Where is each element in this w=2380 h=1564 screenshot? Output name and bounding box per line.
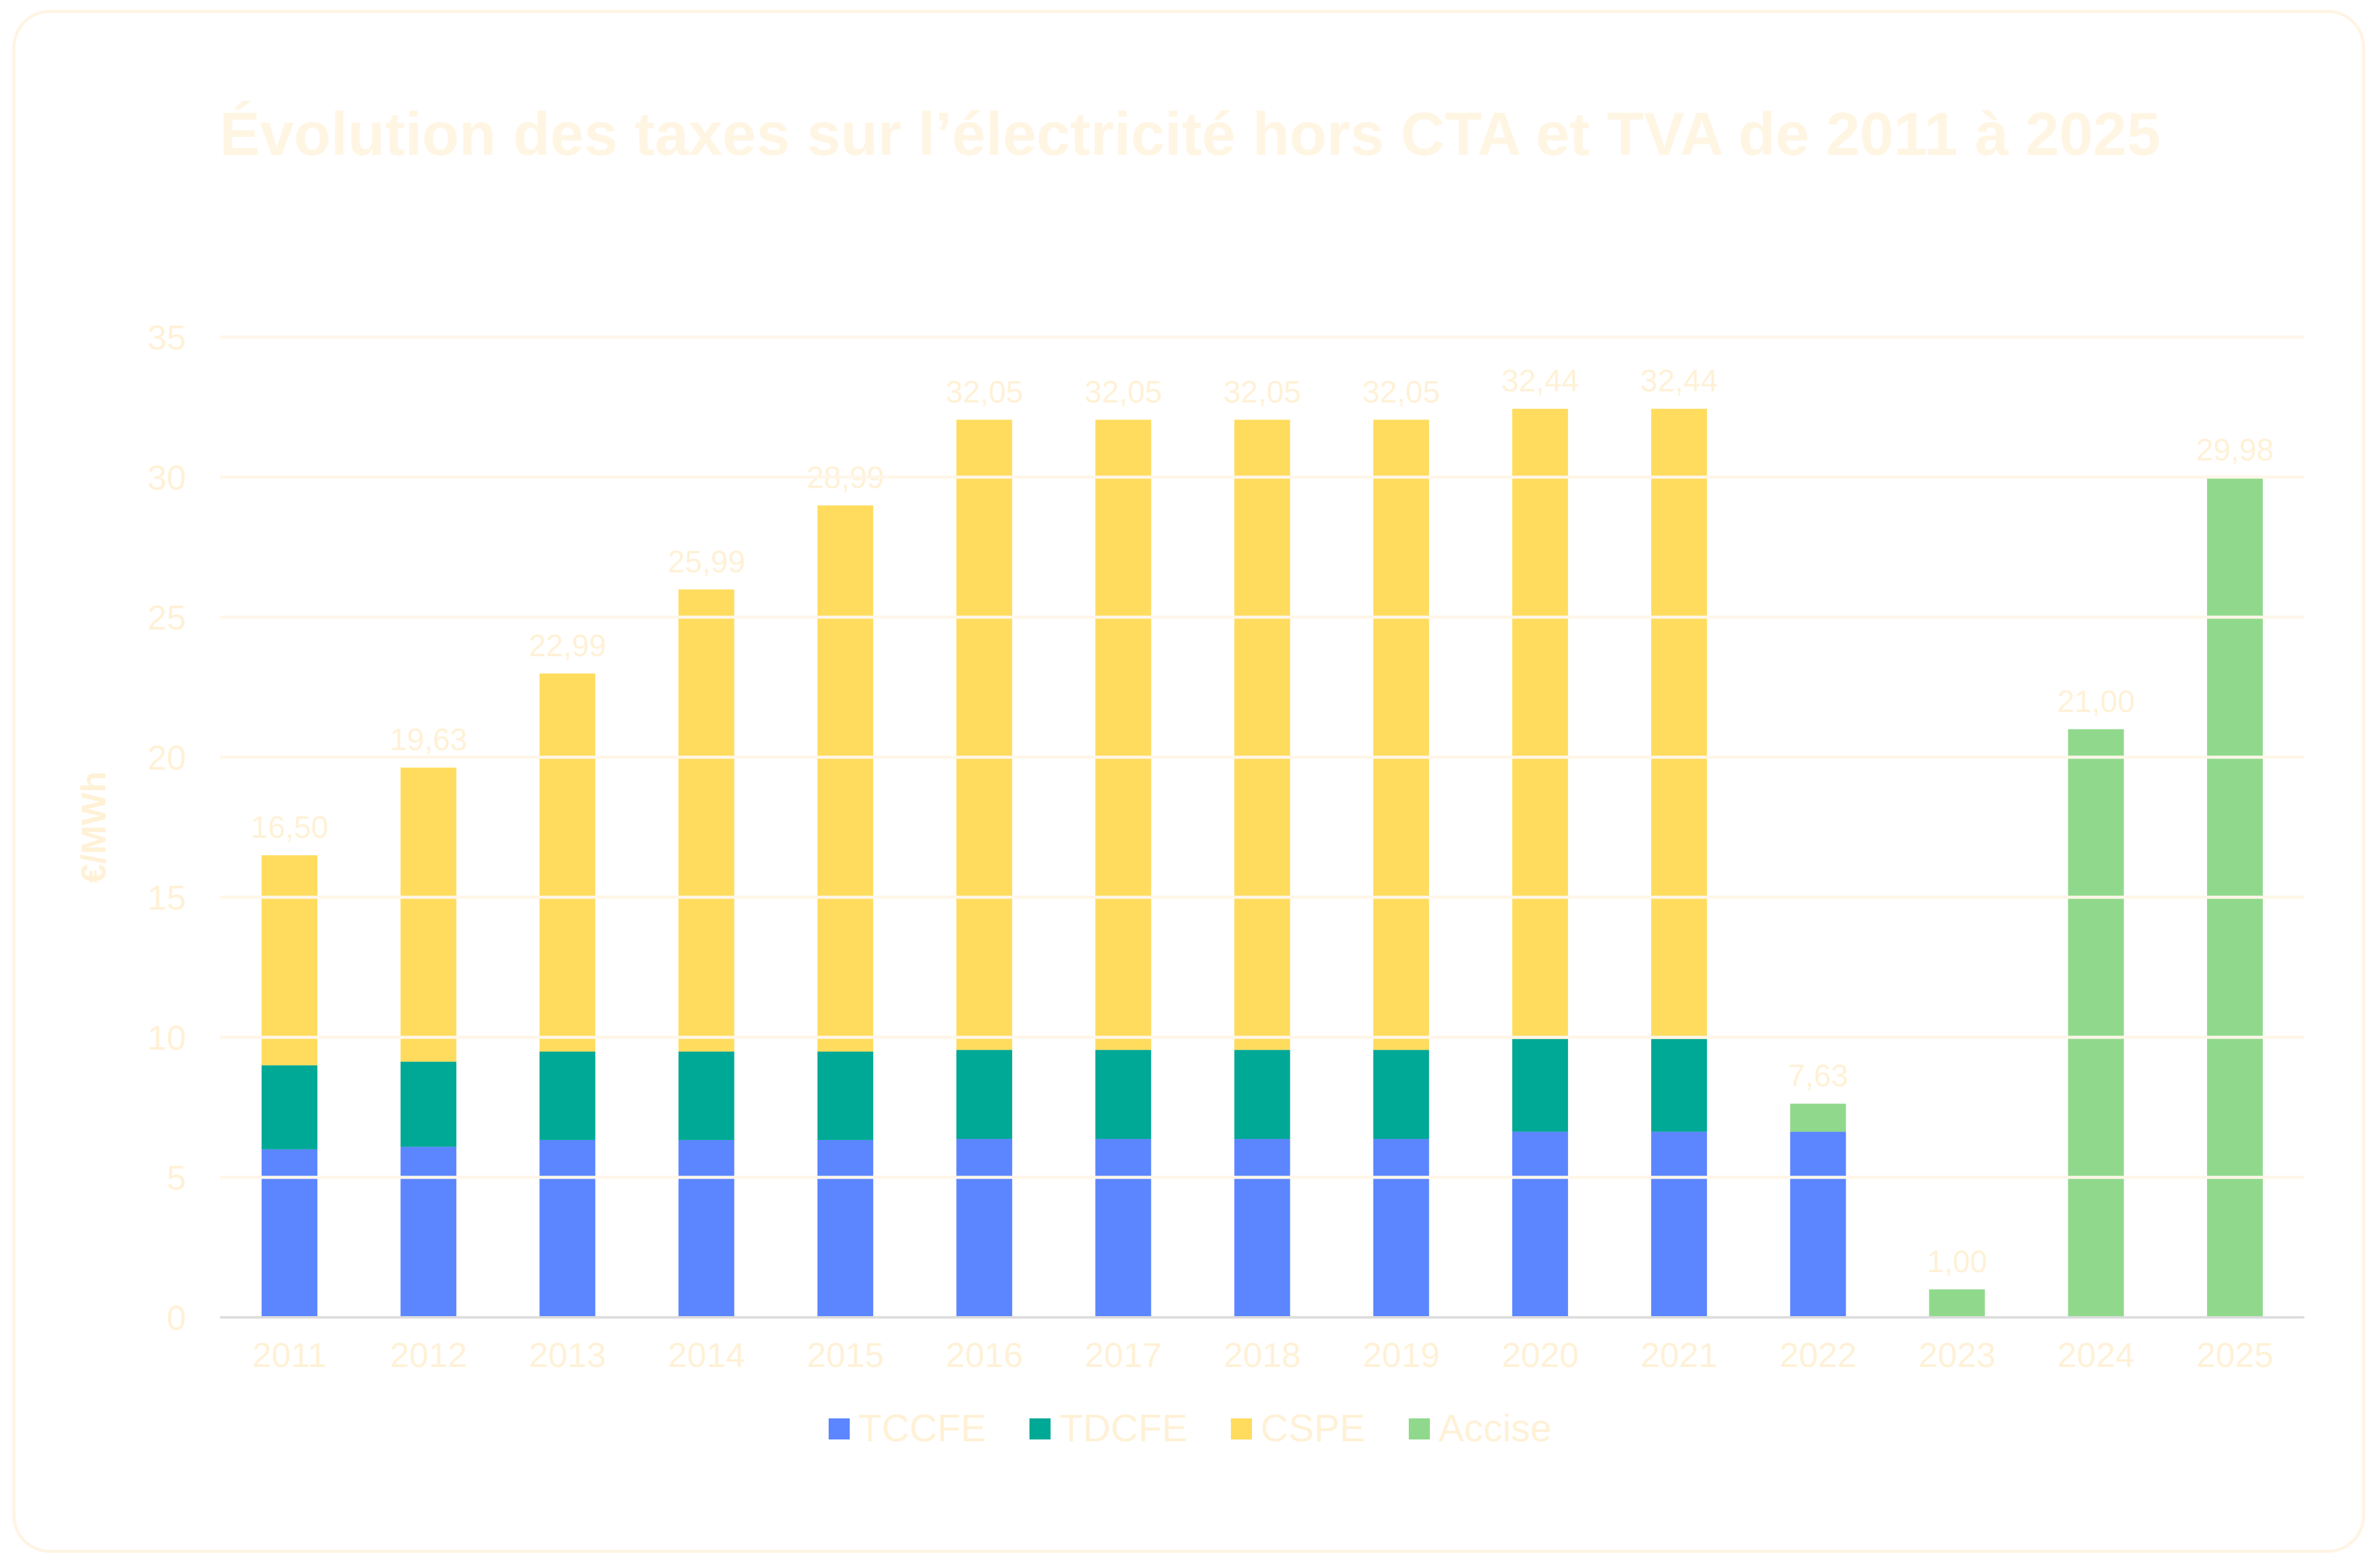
data-label: 1,00 [1927, 1244, 1987, 1279]
bar-segment-tdcfe [1095, 1050, 1152, 1140]
bar-segment-accise [2068, 729, 2124, 1317]
chart-card [12, 10, 2365, 1553]
x-tick-label: 2024 [2057, 1335, 2135, 1374]
data-label: 32,05 [1362, 374, 1440, 409]
x-tick-label: 2025 [2197, 1335, 2274, 1374]
x-tick-label: 2015 [807, 1335, 884, 1374]
bar-segment-tdcfe [817, 1052, 873, 1140]
legend-item-tdcfe: TDCFE [1029, 1407, 1188, 1451]
legend-item-cspe: CSPE [1230, 1407, 1365, 1451]
legend-label: TDCFE [1059, 1407, 1188, 1450]
data-label: 32,05 [1223, 374, 1301, 409]
x-tick-label: 2011 [252, 1335, 327, 1374]
data-label: 21,00 [2057, 684, 2135, 719]
data-label: 29,98 [2196, 433, 2273, 467]
bar-segment-tccfe [1790, 1131, 1846, 1317]
x-tick-label: 2021 [1641, 1335, 1718, 1374]
bar-segment-tdcfe [678, 1052, 734, 1140]
y-tick-label: 35 [148, 318, 186, 357]
data-label: 19,63 [390, 723, 467, 757]
y-tick-label: 5 [167, 1158, 186, 1197]
bar-segment-accise [1929, 1289, 1985, 1317]
bar-segment-accise [1790, 1104, 1846, 1132]
data-label: 32,05 [946, 374, 1023, 409]
legend-item-tccfe: TCCFE [828, 1407, 987, 1451]
x-tick-label: 2016 [946, 1335, 1023, 1374]
bar-segment-cspe [400, 767, 457, 1062]
bar-segment-tdcfe [1234, 1050, 1290, 1140]
bar-segment-tccfe [1512, 1131, 1568, 1317]
legend-swatch [1230, 1418, 1252, 1439]
bar-segment-tdcfe [956, 1050, 1013, 1140]
bar-segment-tccfe [956, 1139, 1013, 1317]
y-tick-label: 20 [148, 738, 186, 777]
x-tick-label: 2012 [390, 1335, 467, 1374]
data-label: 32,05 [1085, 374, 1162, 409]
bar-segment-tdcfe [539, 1052, 596, 1140]
x-tick-label: 2023 [1918, 1335, 1996, 1374]
bar-segment-tccfe [262, 1149, 318, 1317]
x-tick-label: 2019 [1362, 1335, 1440, 1374]
legend-label: TCCFE [858, 1407, 987, 1450]
bar-segment-tccfe [678, 1140, 734, 1317]
bar-segment-tccfe [817, 1140, 873, 1317]
bar-segment-tdcfe [1373, 1050, 1429, 1140]
bar-segment-cspe [956, 420, 1013, 1050]
y-tick-label: 30 [148, 458, 186, 497]
data-label: 25,99 [668, 544, 745, 579]
y-axis-label: €/MWh [74, 771, 113, 883]
data-label: 7,63 [1788, 1058, 1848, 1093]
bar-segment-tccfe [400, 1146, 457, 1317]
bar-segment-tccfe [539, 1140, 596, 1317]
y-tick-label: 10 [148, 1018, 186, 1057]
y-tick-label: 25 [148, 598, 186, 637]
bar-segment-cspe [1095, 420, 1152, 1050]
bar-segment-tccfe [1234, 1139, 1290, 1317]
bar-segment-tccfe [1651, 1131, 1708, 1317]
bar-segment-cspe [1234, 420, 1290, 1050]
data-label: 22,99 [529, 628, 606, 663]
x-tick-label: 2022 [1779, 1335, 1857, 1374]
x-tick-label: 2014 [668, 1335, 745, 1374]
bar-segment-tccfe [1373, 1139, 1429, 1317]
legend: TCCFE TDCFE CSPE Accise [0, 1407, 2380, 1451]
bar-segment-tdcfe [400, 1061, 457, 1147]
bar-segment-tdcfe [1651, 1039, 1708, 1132]
bar-segment-cspe [262, 855, 318, 1066]
bar-segment-cspe [1651, 408, 1708, 1039]
y-tick-label: 0 [167, 1298, 186, 1337]
legend-label: CSPE [1260, 1407, 1365, 1450]
legend-swatch [1408, 1418, 1430, 1439]
legend-item-accise: Accise [1408, 1407, 1552, 1451]
bar-segment-tdcfe [1512, 1039, 1568, 1132]
legend-swatch [828, 1418, 850, 1439]
chart-title: Évolution des taxes sur l’électricité ho… [219, 100, 2161, 168]
data-label: 32,44 [1501, 364, 1579, 398]
bar-segment-cspe [539, 673, 596, 1052]
bar-segment-tccfe [1095, 1139, 1152, 1317]
bar-segment-cspe [678, 589, 734, 1052]
x-tick-label: 2020 [1502, 1335, 1579, 1374]
bar-segment-cspe [1373, 420, 1429, 1050]
data-label: 32,44 [1641, 364, 1718, 398]
bar-segment-cspe [817, 505, 873, 1052]
legend-label: Accise [1438, 1407, 1552, 1450]
bar-segment-tdcfe [262, 1065, 318, 1149]
x-tick-label: 2017 [1085, 1335, 1162, 1374]
y-tick-label: 15 [148, 878, 186, 917]
legend-swatch [1029, 1418, 1051, 1439]
data-label: 16,50 [251, 810, 328, 845]
x-tick-label: 2013 [529, 1335, 606, 1374]
bar-segment-cspe [1512, 408, 1568, 1039]
x-tick-label: 2018 [1223, 1335, 1301, 1374]
